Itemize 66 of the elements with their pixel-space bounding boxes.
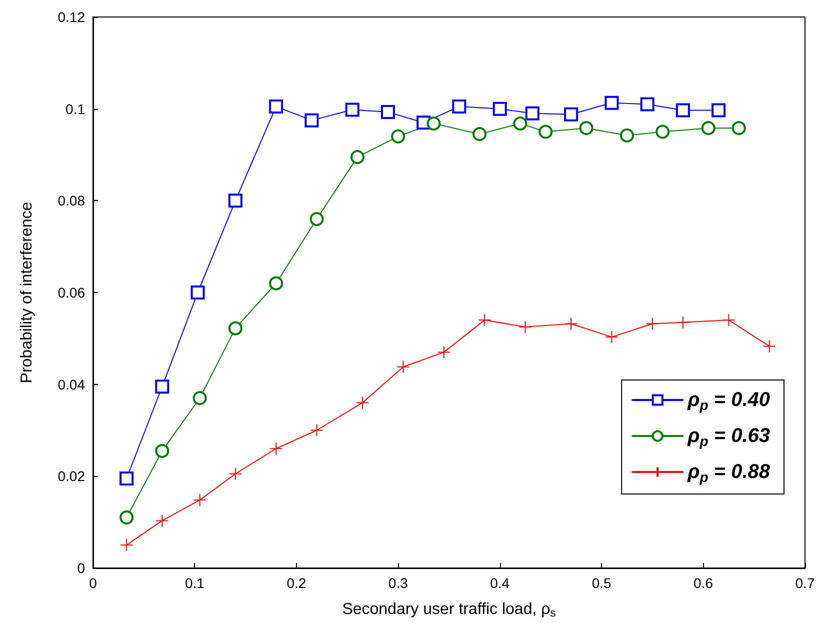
point <box>350 150 364 164</box>
point <box>310 212 324 226</box>
point <box>310 424 324 437</box>
point <box>228 467 242 480</box>
point <box>712 103 726 118</box>
point <box>380 105 395 120</box>
point <box>269 100 284 114</box>
point <box>426 116 441 131</box>
point <box>640 97 654 112</box>
point <box>676 103 690 118</box>
point <box>391 129 406 144</box>
point <box>525 106 540 120</box>
point <box>513 116 528 131</box>
point <box>120 538 134 552</box>
x-tick-label: 0.5 <box>592 575 612 591</box>
point <box>156 514 169 528</box>
y-axis-title: Probability of interference <box>18 202 36 384</box>
point <box>732 121 746 136</box>
x-tick-label: 0.6 <box>694 575 714 591</box>
point <box>155 380 170 394</box>
x-tick-label: 0.1 <box>184 575 205 591</box>
point <box>396 360 410 374</box>
point <box>762 340 776 353</box>
point <box>605 330 618 344</box>
point <box>478 314 492 327</box>
point <box>564 107 578 122</box>
point <box>304 113 319 128</box>
point <box>120 510 134 524</box>
point <box>228 321 242 336</box>
point <box>538 124 553 139</box>
point <box>356 396 370 410</box>
x-tick-label: 0.3 <box>388 575 408 591</box>
point <box>656 124 670 139</box>
point <box>345 102 360 117</box>
point <box>676 316 690 329</box>
point <box>155 444 170 458</box>
y-tick-label: 0.06 <box>58 284 86 300</box>
point <box>579 121 594 136</box>
x-tick-label: 0 <box>89 575 98 591</box>
x-tick-label: 0.2 <box>286 575 306 591</box>
point <box>701 121 716 136</box>
point <box>722 314 736 327</box>
y-tick-label: 0.12 <box>58 9 86 25</box>
point <box>228 194 242 208</box>
y-tick-label: 0.02 <box>58 468 86 484</box>
y-tick-label: 0.08 <box>58 192 86 209</box>
point <box>269 276 284 290</box>
point <box>190 286 205 300</box>
point <box>120 471 134 486</box>
point <box>492 102 507 116</box>
x-tick-label: 0.7 <box>795 575 815 591</box>
point <box>646 317 659 330</box>
point <box>604 96 619 110</box>
point <box>270 442 283 456</box>
point <box>192 391 207 406</box>
point <box>564 317 578 330</box>
point <box>437 346 450 359</box>
point <box>620 128 634 142</box>
x-tick-label: 0.4 <box>490 575 510 591</box>
point <box>452 100 466 114</box>
point <box>193 494 206 507</box>
point <box>518 320 532 334</box>
y-tick-label: 0.1 <box>66 100 86 117</box>
point <box>472 127 487 142</box>
y-tick-label: 0.04 <box>58 376 86 392</box>
y-tick-label: 0 <box>77 560 86 576</box>
